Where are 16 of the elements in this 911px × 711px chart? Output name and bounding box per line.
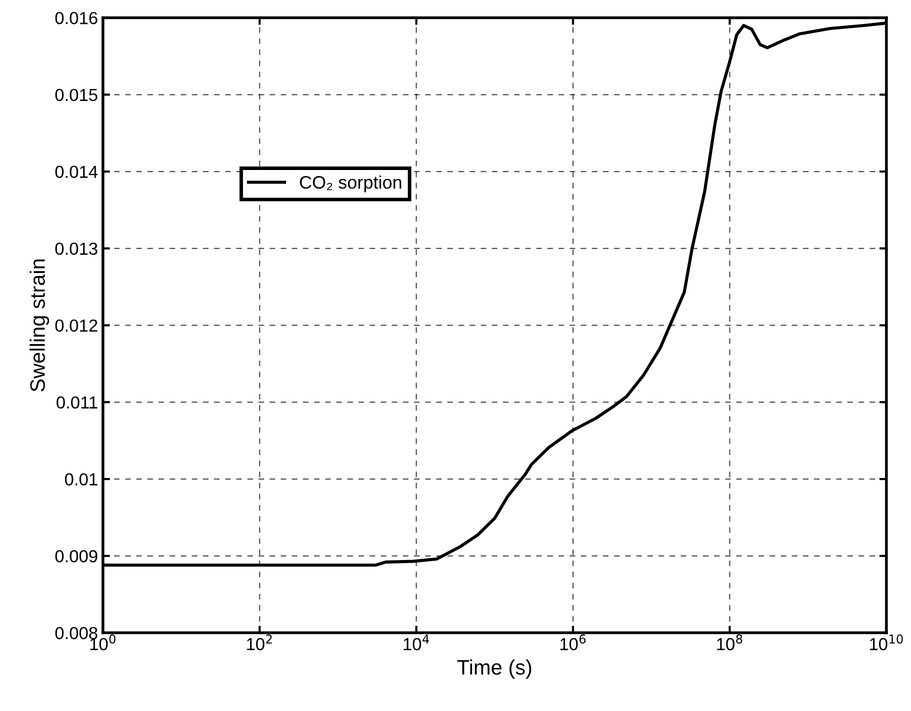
y-tick-label: 0.016	[55, 12, 98, 24]
x-tick-label: 10$^{6}$	[560, 634, 586, 650]
y-tick-label: 0.014	[55, 166, 98, 178]
y-tick-label: 0.011	[56, 396, 98, 409]
x-tick-label: 10$^{4}$	[404, 634, 429, 650]
y-tick-label: 0.009	[55, 550, 98, 562]
x-tick-label: 10$^{10}$	[870, 634, 903, 650]
y-axis-title: Swelling strain	[30, 259, 50, 392]
x-tick-label: 10$^{8}$	[717, 634, 742, 650]
y-tick-label: 0.012	[55, 319, 98, 332]
x-axis-title: Time (s)	[457, 659, 532, 679]
legend-label: CO₂ sorption	[300, 175, 402, 192]
y-tick-label: 0.013	[55, 242, 98, 255]
y-tick-label: 0.015	[55, 88, 98, 102]
y-tick-label: 0.01	[64, 473, 98, 486]
x-tick-label: 10$^{2}$	[247, 634, 272, 650]
